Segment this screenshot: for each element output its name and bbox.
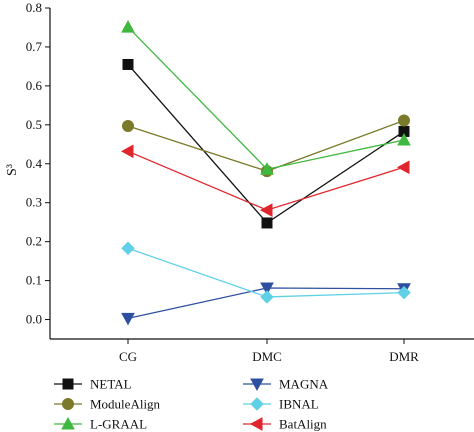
data-point-modulealign — [122, 119, 134, 132]
series-magna — [121, 282, 411, 326]
legend-item-netal: NETAL — [54, 377, 132, 392]
data-point-batalign — [396, 160, 410, 175]
x-tick-label: DMR — [389, 349, 419, 364]
y-tick-label: 0.6 — [26, 78, 43, 93]
y-tick-label: 0.8 — [26, 0, 42, 15]
series-line-modulealign — [127, 119, 405, 172]
data-point-l-graal — [260, 162, 274, 175]
legend-marker — [61, 416, 75, 430]
y-ticks: 0.0 0.1 0.2 0.3 0.4 0.5 0.6 0.7 0.8 — [26, 0, 50, 327]
y-tick-label: 0.3 — [26, 195, 42, 210]
legend: NETAL ModuleAlign L-GRAAL MAGNA IBNAL BatAlig… — [54, 377, 329, 432]
legend-marker — [250, 378, 264, 392]
series-group — [120, 20, 411, 326]
data-point-l-graal — [121, 20, 135, 33]
legend-label: ModuleAlign — [90, 397, 161, 412]
series-line-batalign — [127, 150, 405, 211]
data-point-magna — [121, 312, 135, 326]
legend-label: L-GRAAL — [90, 417, 147, 432]
data-point-modulealign — [398, 114, 410, 127]
series-l-graal — [121, 20, 411, 175]
legend-item-batalign: BatAlign — [243, 417, 327, 432]
x-ticks: CG DMC DMR — [119, 339, 419, 364]
legend-item-l-graal: L-GRAAL — [54, 417, 147, 432]
y-tick-label: 0.5 — [26, 117, 42, 132]
x-tick-label: CG — [119, 349, 137, 364]
legend-marker — [249, 417, 263, 431]
legend-label: NETAL — [90, 377, 132, 392]
legend-marker — [62, 398, 74, 410]
data-point-ibnal — [397, 285, 411, 300]
y-tick-label: 0.7 — [26, 39, 43, 54]
data-point-ibnal — [260, 290, 274, 304]
x-tick-label: DMC — [252, 349, 282, 364]
data-point-batalign — [259, 203, 273, 217]
y-tick-label: 0.4 — [26, 156, 43, 171]
series-batalign — [120, 144, 410, 217]
y-tick-label: 0.1 — [26, 273, 42, 288]
axes — [49, 8, 474, 340]
y-tick-label: 0.2 — [26, 234, 42, 249]
y-axis-title: S³ — [5, 164, 20, 176]
data-point-netal — [122, 58, 134, 70]
legend-marker — [62, 378, 74, 390]
data-point-netal — [261, 217, 273, 229]
series-line-netal — [127, 64, 405, 224]
y-tick-label: 0.0 — [26, 312, 42, 327]
data-point-batalign — [120, 144, 134, 159]
legend-label: MAGNA — [279, 377, 329, 392]
data-point-l-graal — [397, 132, 411, 146]
legend-item-modulealign: ModuleAlign — [54, 397, 161, 412]
series-line-l-graal — [127, 26, 405, 170]
legend-item-ibnal: IBNAL — [243, 397, 319, 412]
data-point-magna — [260, 282, 274, 296]
legend-label: BatAlign — [279, 417, 327, 432]
data-point-ibnal — [121, 241, 135, 255]
legend-label: IBNAL — [279, 397, 319, 412]
legend-item-magna: MAGNA — [243, 377, 329, 392]
legend-marker — [250, 397, 264, 411]
series-netal — [122, 58, 410, 229]
series-ibnal — [121, 241, 411, 304]
